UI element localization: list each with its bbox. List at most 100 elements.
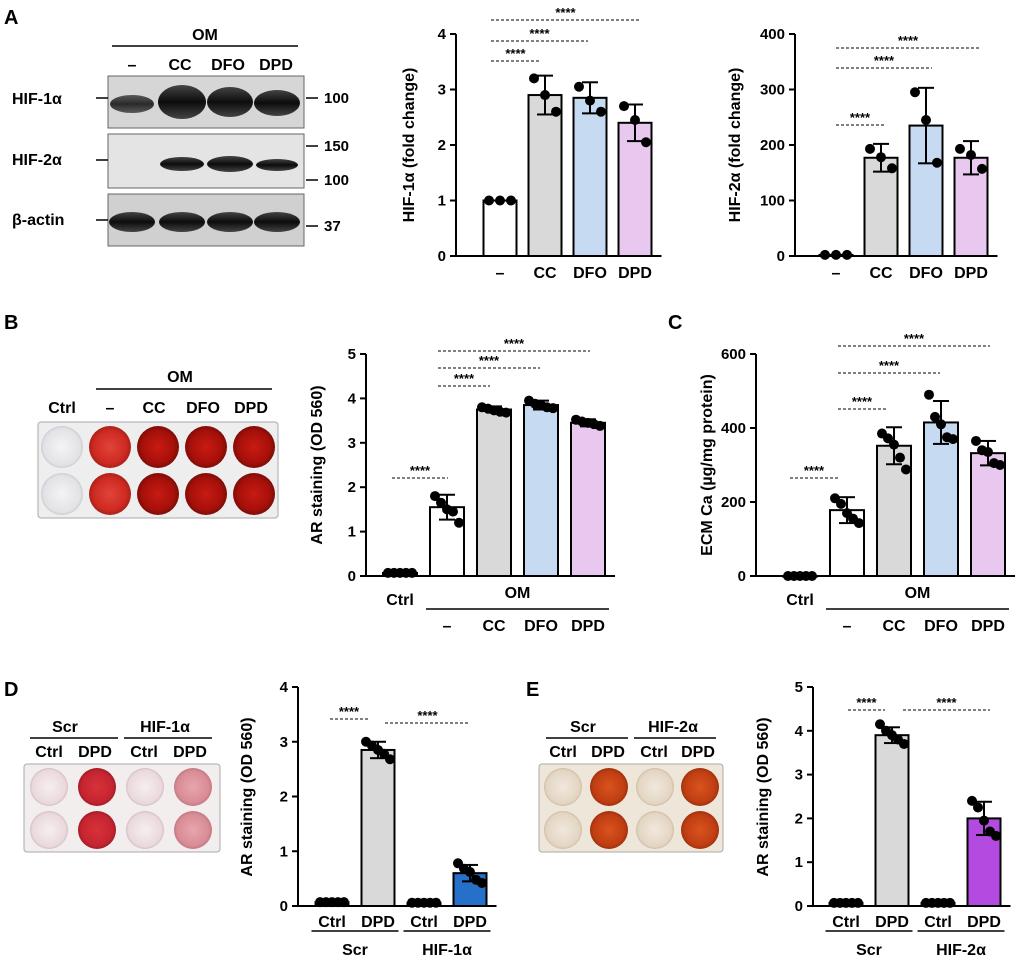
x-category-label: Ctrl <box>386 592 414 609</box>
data-point <box>501 407 511 418</box>
data-point <box>430 491 440 502</box>
plate-d-lane-1: Ctrl <box>35 744 63 761</box>
data-point <box>477 878 487 889</box>
y-axis-label: AR staining (OD 560) <box>755 717 772 876</box>
bar <box>523 404 559 577</box>
y-tick-label: 1 <box>280 843 288 860</box>
data-point <box>842 249 852 260</box>
x-category-label: DFO <box>573 265 607 282</box>
data-point <box>585 95 595 106</box>
plate-e: Scr HIF-2α Ctrl DPD Ctrl DPD <box>538 719 724 853</box>
panel-label-c: C <box>668 312 682 334</box>
data-point <box>596 106 606 117</box>
blot-band <box>256 159 298 171</box>
x-category-label: DPD <box>954 265 988 282</box>
data-point <box>548 403 558 414</box>
panel-label-a: A <box>4 7 18 29</box>
significance-label: **** <box>874 53 895 68</box>
data-point <box>431 897 441 908</box>
plate-e-lane-2: DPD <box>591 744 625 761</box>
x-category-label: Ctrl <box>786 592 814 609</box>
x-category-label: – <box>443 618 452 635</box>
plate-well <box>174 768 212 806</box>
group-label: OM <box>905 585 931 602</box>
plate-d: Scr HIF-1α Ctrl DPD Ctrl DPD <box>23 719 221 853</box>
plate-well <box>185 426 227 468</box>
y-tick-label: 300 <box>760 82 785 99</box>
bar <box>360 748 396 908</box>
data-point <box>945 897 955 908</box>
blot-band <box>158 85 206 119</box>
y-tick-label: 4 <box>438 26 447 43</box>
x-category-label: DFO <box>924 618 958 635</box>
group-label: HIF-1α <box>422 942 472 959</box>
data-point <box>895 452 905 463</box>
y-tick-label: 2 <box>348 479 356 496</box>
data-point <box>948 434 958 445</box>
plate-well <box>174 811 212 849</box>
x-category-label: DPD <box>618 265 652 282</box>
y-tick-label: 1 <box>795 854 803 871</box>
data-point <box>619 101 629 112</box>
y-tick-label: 2 <box>795 810 803 827</box>
plate-b-lane-5: DPD <box>234 400 268 417</box>
data-point <box>995 460 1005 470</box>
data-point <box>574 81 584 92</box>
data-point <box>385 754 395 765</box>
data-point <box>630 115 640 126</box>
plate-d-lane-2: DPD <box>78 744 112 761</box>
data-point <box>955 143 965 154</box>
y-tick-label: 2 <box>438 137 446 154</box>
x-category-label: CC <box>482 618 506 635</box>
blot-band <box>207 212 253 232</box>
bar <box>874 734 910 907</box>
x-category-label: DPD <box>361 914 395 931</box>
data-point <box>977 163 987 174</box>
data-point <box>973 802 983 813</box>
western-lane-4: DPD <box>259 57 293 74</box>
significance-label: **** <box>850 110 871 125</box>
data-point <box>836 498 846 509</box>
plate-well <box>137 473 179 515</box>
data-point <box>932 157 942 168</box>
data-point <box>966 149 976 160</box>
data-point <box>930 411 940 422</box>
x-category-label: DPD <box>875 914 909 931</box>
plate-well <box>30 811 68 849</box>
plate-well <box>89 473 131 515</box>
blot-band <box>109 212 155 232</box>
y-tick-label: 4 <box>280 679 289 696</box>
western-blot: OM – CC DFO DPD HIF-1α 100 HIF-2α 150 10… <box>12 27 349 247</box>
y-tick-label: 3 <box>348 435 356 452</box>
plate-b-lane-4: DFO <box>186 400 220 417</box>
data-point <box>454 517 464 528</box>
plate-well <box>185 473 227 515</box>
plate-d-lane-3: Ctrl <box>130 744 158 761</box>
significance-label: **** <box>879 358 900 373</box>
marker-hif2a-150: 150 <box>324 138 349 155</box>
blot-row-label-hif2a: HIF-2α <box>12 152 62 169</box>
plate-well <box>636 811 674 849</box>
data-point <box>807 571 817 581</box>
significance-label: **** <box>936 695 957 710</box>
blot-band <box>207 156 253 172</box>
marker-hif1a-100: 100 <box>324 90 349 107</box>
data-point <box>883 433 893 444</box>
data-point <box>910 87 920 98</box>
data-point <box>887 163 897 174</box>
data-point <box>529 73 539 84</box>
y-tick-label: 0 <box>438 248 446 265</box>
y-tick-label: 5 <box>348 346 356 363</box>
plate-well <box>78 768 116 806</box>
bar <box>970 452 1006 577</box>
y-axis-label: AR staining (OD 560) <box>309 385 326 544</box>
data-point <box>899 738 909 749</box>
marker-hif2a-100: 100 <box>324 172 349 189</box>
y-tick-label: 4 <box>348 390 357 407</box>
data-point <box>921 115 931 126</box>
group-label: OM <box>505 585 531 602</box>
data-point <box>991 830 1001 841</box>
group-label: Scr <box>342 942 368 959</box>
x-category-label: DPD <box>571 618 605 635</box>
